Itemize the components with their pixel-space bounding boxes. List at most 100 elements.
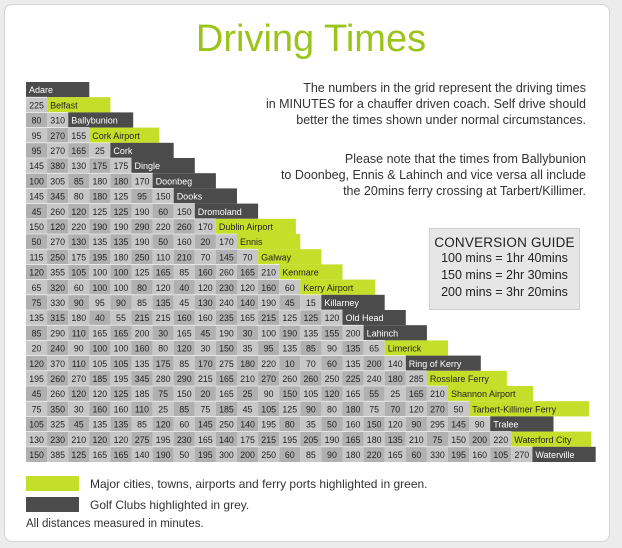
time-value: 95 xyxy=(95,298,105,308)
time-value: 20 xyxy=(200,237,210,247)
time-value: 180 xyxy=(71,313,86,323)
conversion-guide: CONVERSION GUIDE 100 mins = 1hr 40mins 1… xyxy=(429,228,580,310)
note-line: Please note that the times from Ballybun… xyxy=(344,152,586,166)
time-value: 195 xyxy=(451,450,466,460)
time-value: 120 xyxy=(50,222,65,232)
time-value: 230 xyxy=(177,435,192,445)
time-value: 120 xyxy=(93,389,108,399)
time-cell xyxy=(68,218,90,234)
time-cell xyxy=(279,340,301,356)
time-value: 290 xyxy=(50,328,65,338)
time-value: 80 xyxy=(32,116,42,126)
time-cell xyxy=(89,264,111,280)
time-cell xyxy=(490,446,512,462)
time-value: 45 xyxy=(243,404,253,414)
place-name: Ennis xyxy=(240,237,263,247)
time-cell xyxy=(68,142,90,158)
ferry-note-paragraph: Please note that the times from Ballybun… xyxy=(256,151,586,199)
time-cell xyxy=(300,355,322,371)
time-cell xyxy=(426,431,448,447)
time-value: 385 xyxy=(50,450,65,460)
time-cell xyxy=(363,386,385,402)
time-value: 220 xyxy=(367,450,382,460)
time-cell xyxy=(131,249,153,265)
time-cell xyxy=(89,431,111,447)
time-cell xyxy=(194,234,216,250)
time-value: 65 xyxy=(369,344,379,354)
time-cell xyxy=(89,234,111,250)
time-cell xyxy=(47,234,69,250)
city-label-cell xyxy=(384,340,448,356)
time-cell xyxy=(258,294,280,310)
time-value: 250 xyxy=(219,420,234,430)
time-value: 120 xyxy=(29,268,44,278)
time-value: 75 xyxy=(369,404,379,414)
time-value: 105 xyxy=(493,450,508,460)
time-value: 45 xyxy=(200,328,210,338)
golf-club-label-cell xyxy=(363,325,427,341)
time-cell xyxy=(300,416,322,432)
time-value: 260 xyxy=(282,374,297,384)
time-cell xyxy=(68,355,90,371)
place-name: Ballybunion xyxy=(71,116,118,126)
time-cell xyxy=(258,386,280,402)
time-cell xyxy=(448,401,470,417)
time-cell xyxy=(89,203,111,219)
time-cell xyxy=(152,431,174,447)
time-cell xyxy=(68,431,90,447)
golf-club-label-cell xyxy=(110,142,174,158)
time-value: 85 xyxy=(179,359,189,369)
time-value: 240 xyxy=(219,298,234,308)
time-cell xyxy=(131,264,153,280)
golf-club-label-cell xyxy=(342,310,406,326)
time-cell xyxy=(131,355,153,371)
time-value: 150 xyxy=(177,389,192,399)
time-value: 125 xyxy=(114,389,129,399)
time-value: 290 xyxy=(177,374,192,384)
time-value: 120 xyxy=(325,313,340,323)
time-value: 105 xyxy=(71,268,86,278)
intro-paragraph: The numbers in the grid represent the dr… xyxy=(256,80,586,128)
time-value: 135 xyxy=(135,359,150,369)
time-cell xyxy=(26,203,48,219)
time-cell xyxy=(194,401,216,417)
time-cell xyxy=(47,279,69,295)
time-value: 280 xyxy=(156,374,171,384)
time-cell xyxy=(342,431,364,447)
time-cell xyxy=(194,370,216,386)
time-value: 155 xyxy=(325,328,340,338)
time-value: 125 xyxy=(114,192,129,202)
time-cell xyxy=(173,310,195,326)
time-value: 200 xyxy=(367,359,382,369)
time-value: 120 xyxy=(240,283,255,293)
time-value: 45 xyxy=(32,389,42,399)
time-cell xyxy=(68,401,90,417)
time-value: 90 xyxy=(306,404,316,414)
time-value: 170 xyxy=(135,176,150,186)
grey-legend-swatch xyxy=(26,497,79,512)
time-value: 230 xyxy=(219,283,234,293)
time-value: 195 xyxy=(156,435,171,445)
time-value: 85 xyxy=(74,176,84,186)
time-cell xyxy=(426,416,448,432)
time-value: 95 xyxy=(137,192,147,202)
time-value: 125 xyxy=(282,404,297,414)
time-value: 160 xyxy=(472,450,487,460)
time-cell xyxy=(342,355,364,371)
time-value: 30 xyxy=(158,328,168,338)
city-label-cell xyxy=(511,431,592,447)
time-cell xyxy=(405,370,427,386)
time-cell xyxy=(215,340,237,356)
time-cell xyxy=(47,188,69,204)
time-value: 210 xyxy=(430,389,445,399)
time-cell xyxy=(173,355,195,371)
time-value: 270 xyxy=(50,237,65,247)
time-value: 85 xyxy=(306,450,316,460)
time-cell xyxy=(279,294,301,310)
time-cell xyxy=(47,264,69,280)
time-cell xyxy=(363,355,385,371)
time-value: 75 xyxy=(433,435,443,445)
time-value: 110 xyxy=(72,359,86,369)
time-cell xyxy=(26,416,48,432)
time-value: 215 xyxy=(198,374,213,384)
